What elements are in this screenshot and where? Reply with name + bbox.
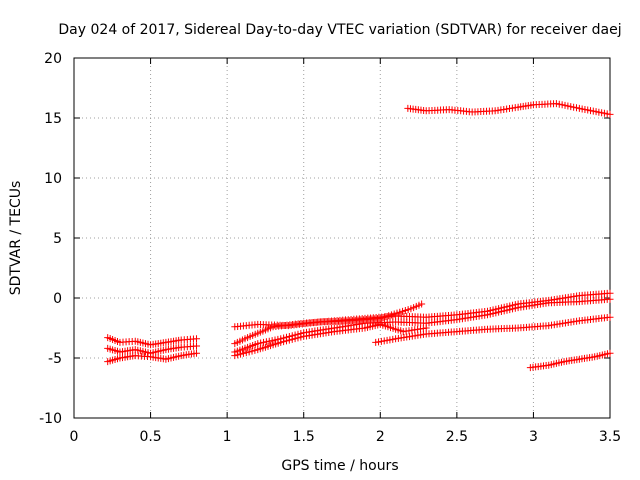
data-point-marker: [265, 337, 273, 345]
data-point-marker: [268, 337, 276, 345]
axes: [73, 57, 611, 419]
y-tick-label: -10: [39, 411, 62, 427]
tick-labels: 0 0.5 1 1.5 2 2.5 3 3.5 -10 -5 0 5 10 15 20: [39, 51, 621, 445]
data-point-marker: [558, 101, 566, 109]
data-point-marker: [377, 337, 385, 345]
y-tick-label: 20: [44, 51, 62, 67]
data-point-marker: [380, 337, 388, 345]
data-point-marker: [422, 324, 430, 332]
data-point-marker: [193, 335, 201, 343]
y-tick-label: 0: [53, 291, 62, 307]
data-point-marker: [277, 338, 285, 346]
data-point-marker: [288, 335, 296, 343]
x-axis-label: GPS time / hours: [281, 458, 398, 474]
data-point-marker: [555, 100, 563, 108]
series-arc-6: [231, 295, 614, 356]
y-tick-label: 5: [53, 231, 62, 247]
data-point-marker: [260, 338, 268, 346]
data-point-marker: [262, 338, 270, 346]
x-tick-label: 3.5: [599, 429, 621, 445]
data-point-marker: [372, 338, 380, 346]
data-point-marker: [248, 347, 256, 355]
data-point-marker: [193, 342, 201, 350]
data-point-marker: [570, 103, 578, 111]
data-point-marker: [418, 300, 426, 308]
data-point-marker: [606, 313, 614, 321]
data-point-marker: [251, 346, 259, 354]
data-point-marker: [193, 349, 201, 357]
data-point-marker: [237, 350, 245, 358]
series-arc-9: [404, 100, 614, 118]
x-tick-label: 3: [529, 429, 538, 445]
y-tick-label: 15: [44, 111, 62, 127]
data-point-marker: [294, 334, 302, 342]
data-point-marker: [606, 289, 614, 297]
data-point-marker: [606, 349, 614, 357]
data-point-marker: [291, 335, 299, 343]
data-point-marker: [606, 110, 614, 118]
data-point-marker: [231, 352, 239, 360]
data-points: [104, 100, 614, 372]
data-point-marker: [285, 336, 293, 344]
series-arc-10: [526, 349, 614, 372]
data-point-marker: [297, 333, 305, 341]
data-point-marker: [567, 103, 575, 111]
data-point-marker: [552, 100, 560, 108]
x-tick-label: 1.5: [293, 429, 315, 445]
data-point-marker: [239, 349, 247, 357]
data-point-marker: [271, 336, 279, 344]
data-point-marker: [254, 340, 262, 348]
data-point-marker: [606, 295, 614, 303]
series-arc-1: [104, 334, 201, 349]
plot-frame: [73, 57, 611, 419]
series-arc-7: [231, 320, 430, 360]
x-tick-label: 0.5: [139, 429, 161, 445]
data-point-marker: [564, 102, 572, 110]
data-point-marker: [573, 104, 580, 112]
data-point-marker: [282, 337, 290, 345]
chart-title: Day 024 of 2017, Sidereal Day-to-day VTE…: [58, 22, 621, 38]
x-tick-label: 0: [70, 429, 79, 445]
data-point-marker: [280, 338, 288, 346]
series-arc-8: [372, 313, 614, 346]
y-tick-label: -5: [48, 351, 62, 367]
y-tick-label: 10: [44, 171, 62, 187]
x-tick-label: 2.5: [446, 429, 468, 445]
data-point-marker: [245, 348, 253, 356]
series-arc-3: [104, 349, 201, 366]
data-point-marker: [389, 335, 397, 343]
data-point-marker: [561, 101, 569, 109]
data-point-marker: [242, 349, 250, 357]
x-tick-label: 1: [223, 429, 232, 445]
y-axis-label: SDTVAR / TECUs: [8, 181, 24, 296]
data-point-marker: [375, 338, 383, 346]
data-point-marker: [234, 351, 242, 359]
data-point-marker: [386, 336, 394, 344]
grid: [74, 58, 610, 418]
x-tick-label: 2: [376, 429, 385, 445]
data-point-marker: [383, 336, 391, 344]
